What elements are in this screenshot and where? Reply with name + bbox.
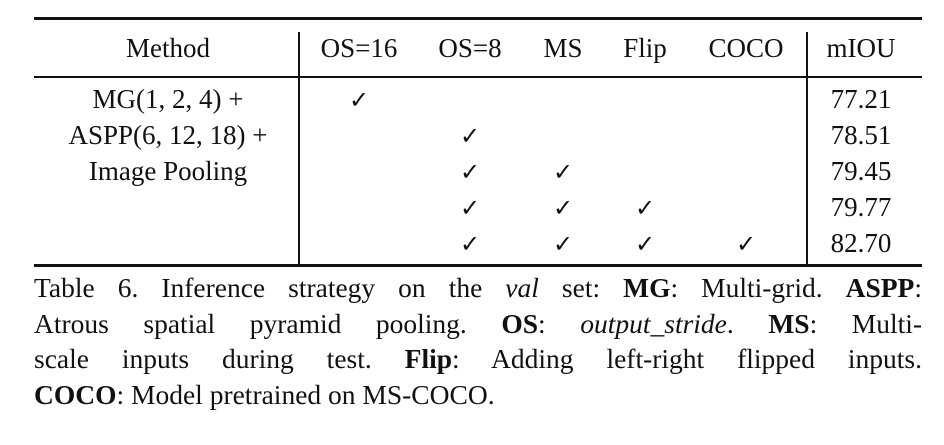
check-mark-icon: ✓ [459, 158, 481, 186]
header-method: Method [126, 33, 210, 63]
check-mark-icon: ✓ [348, 86, 370, 114]
table-method-divider [298, 32, 300, 264]
check-mark-icon: ✓ [459, 194, 481, 222]
method-line: MG(1, 2, 4) + [92, 84, 244, 114]
miou-value: 78.51 [830, 120, 892, 150]
table-top-rule [34, 17, 922, 20]
miou-value: 82.70 [830, 228, 892, 258]
table-header-rule [34, 76, 922, 78]
header-miou: mIOU [826, 33, 896, 63]
caption-term-coco: COCO [34, 378, 117, 410]
check-mark-icon: ✓ [634, 230, 656, 258]
caption-line: scale inputs during test. Flip: Adding l… [34, 343, 922, 374]
table-miou-divider [806, 32, 808, 264]
caption-term-ms: MS [768, 307, 810, 339]
header-ms: MS [543, 33, 583, 63]
caption-term-aspp: ASPP [845, 272, 915, 303]
header-os8: OS=8 [438, 33, 502, 63]
caption-term-mg: MG [623, 272, 671, 303]
check-mark-icon: ✓ [552, 194, 574, 222]
check-mark-icon: ✓ [459, 122, 481, 150]
header-flip: Flip [623, 33, 667, 63]
header-coco: COCO [708, 33, 784, 63]
check-mark-icon: ✓ [459, 230, 481, 258]
caption-line: Table 6. Inference strategy on the val s… [34, 272, 922, 303]
caption-term-os: OS [501, 307, 539, 339]
miou-value: 79.45 [830, 156, 892, 186]
header-os16: OS=16 [320, 33, 398, 63]
check-mark-icon: ✓ [552, 230, 574, 258]
miou-value: 77.21 [830, 84, 892, 114]
check-mark-icon: ✓ [552, 158, 574, 186]
caption-line: COCO: Model pretrained on MS-COCO. [34, 378, 495, 410]
method-line: Image Pooling [88, 156, 248, 186]
table-caption: Table 6. Inference strategy on the val s… [34, 270, 922, 412]
table-bottom-rule [34, 264, 922, 267]
caption-line: Atrous spatial pyramid pooling. OS: outp… [34, 307, 923, 339]
check-mark-icon: ✓ [735, 230, 757, 258]
caption-term-flip: Flip [404, 343, 453, 374]
check-mark-icon: ✓ [634, 194, 656, 222]
miou-value: 79.77 [830, 192, 892, 222]
method-line: ASPP(6, 12, 18) + [68, 120, 268, 150]
